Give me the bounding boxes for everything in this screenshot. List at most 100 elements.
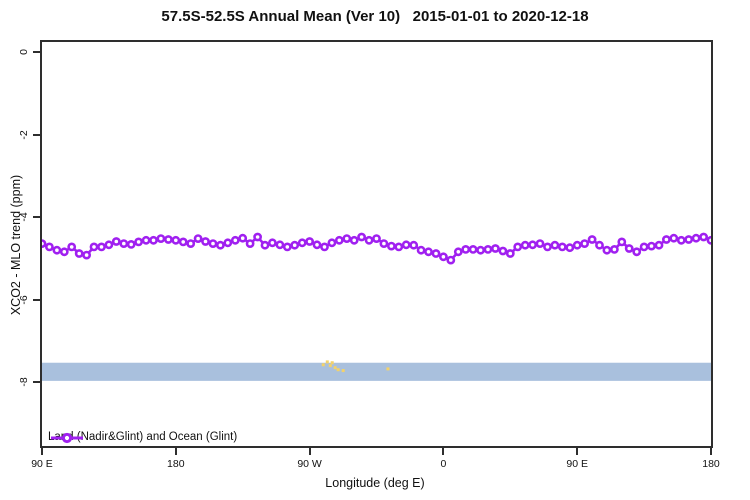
data-point-marker	[119, 239, 129, 248]
data-point-marker	[141, 235, 151, 245]
data-point-marker	[416, 245, 426, 255]
data-point-marker	[669, 233, 679, 243]
data-point-marker	[409, 240, 419, 250]
y-axis-tick	[33, 133, 40, 136]
data-point-marker	[438, 252, 448, 262]
data-point-marker	[171, 235, 181, 245]
data-point-marker	[565, 243, 575, 253]
data-point-marker	[379, 239, 389, 248]
data-point-marker	[312, 240, 322, 250]
x-axis-tick	[442, 448, 445, 455]
data-point-marker	[97, 242, 106, 252]
y-tick-label: -8	[18, 377, 30, 387]
data-point-marker	[461, 244, 471, 254]
chart-title: 57.5S-52.5S Annual Mean (Ver 10) 2015-01…	[161, 8, 589, 25]
data-point-marker	[208, 239, 218, 248]
yellow-scatter-point	[386, 367, 390, 371]
data-point-marker	[245, 239, 255, 248]
x-axis-tick	[710, 448, 712, 455]
data-point-marker	[230, 235, 240, 245]
y-tick-label: -4	[18, 212, 30, 222]
data-point-marker	[201, 237, 210, 246]
data-point-marker	[602, 245, 612, 255]
x-axis-tick	[174, 448, 177, 455]
y-axis-tick	[33, 298, 40, 301]
data-point-marker	[59, 247, 69, 257]
yellow-scatter-point	[333, 366, 337, 370]
data-point-marker	[364, 235, 374, 245]
yellow-scatter-point	[341, 369, 345, 373]
x-tick-label: 90 E	[31, 458, 53, 470]
data-point-marker	[535, 239, 545, 248]
data-point-marker	[357, 232, 366, 242]
data-point-marker	[543, 242, 552, 252]
data-point-marker	[349, 235, 359, 245]
data-point-marker	[334, 235, 344, 245]
yellow-scatter-point	[336, 368, 340, 372]
data-point-marker	[498, 246, 508, 256]
yellow-scatter-point	[321, 363, 325, 367]
data-point-marker	[253, 232, 262, 242]
data-point-marker	[431, 249, 441, 258]
y-axis-tick	[33, 216, 40, 219]
data-point-marker	[42, 239, 47, 248]
legend-marker-line-icon	[51, 432, 83, 444]
yellow-scatter-point	[325, 360, 329, 364]
x-tick-label: 180	[702, 458, 720, 470]
data-point-marker	[386, 241, 396, 251]
data-point-marker	[490, 244, 500, 253]
data-point-marker	[52, 245, 62, 255]
data-point-marker	[149, 235, 158, 245]
data-point-marker	[401, 240, 411, 250]
data-point-marker	[342, 234, 352, 243]
x-axis-tick	[41, 448, 43, 455]
data-point-marker	[587, 235, 597, 244]
legend-label: Land (Nadir&Glint) and Ocean (Glint)	[48, 431, 238, 443]
data-point-marker	[662, 235, 671, 244]
data-point-marker	[513, 242, 523, 252]
y-axis-tick	[33, 51, 40, 54]
data-point-marker	[505, 249, 515, 258]
x-axis-tick	[576, 448, 579, 455]
y-axis-tick	[33, 381, 40, 384]
data-point-marker	[260, 240, 270, 250]
data-point-marker	[483, 244, 493, 254]
data-point-marker	[476, 245, 485, 255]
data-point-marker	[67, 242, 77, 252]
data-point-marker	[327, 238, 337, 248]
x-axis-tick	[308, 448, 311, 455]
data-point-marker	[156, 234, 166, 243]
data-point-marker	[282, 242, 292, 252]
data-point-marker	[193, 234, 203, 243]
x-axis-title: Longitude (deg E)	[325, 476, 425, 490]
x-tick-label: 90 E	[566, 458, 588, 470]
plot-area: Land (Nadir&Glint) and Ocean (Glint)	[40, 40, 713, 448]
data-point-marker	[557, 242, 567, 252]
data-point-marker	[647, 241, 656, 251]
data-point-marker	[394, 242, 404, 252]
data-point-marker	[520, 240, 530, 250]
data-point-marker	[580, 239, 589, 248]
yellow-scatter-point	[330, 361, 334, 365]
data-point-marker	[215, 240, 225, 250]
data-point-marker	[632, 247, 642, 257]
data-point-marker	[639, 242, 649, 252]
data-point-marker	[45, 242, 54, 252]
data-point-marker	[89, 242, 99, 252]
data-point-marker	[305, 237, 314, 246]
data-point-marker	[654, 240, 664, 250]
data-point-marker	[424, 247, 433, 257]
data-point-marker	[617, 237, 627, 247]
data-point-marker	[297, 238, 307, 248]
data-point-marker	[610, 244, 619, 254]
data-point-marker	[290, 240, 300, 250]
y-tick-label: -2	[18, 130, 30, 140]
data-point-marker	[126, 239, 136, 249]
data-point-marker	[238, 233, 248, 243]
plot-canvas	[42, 232, 711, 381]
data-point-marker	[178, 237, 188, 247]
data-point-marker	[706, 235, 711, 245]
data-point-marker	[275, 240, 285, 250]
data-point-marker	[550, 240, 560, 250]
